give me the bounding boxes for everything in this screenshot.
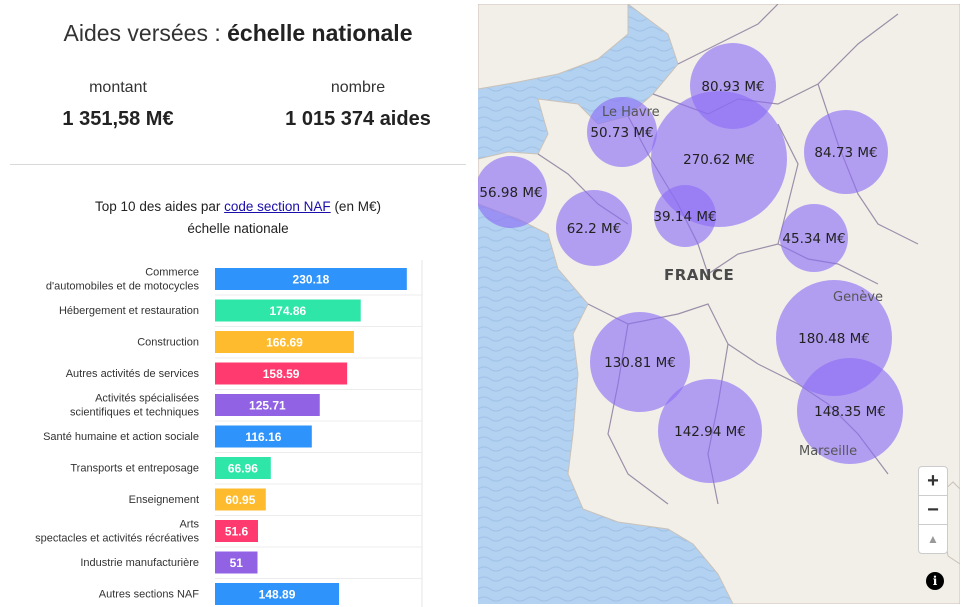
city-label-geneve: Genève — [833, 290, 883, 305]
bar[interactable] — [215, 362, 348, 385]
region-bubble[interactable] — [804, 110, 888, 194]
bar[interactable] — [215, 488, 266, 511]
zoom-control: + − ▲ — [918, 466, 948, 554]
chart-title-prefix: Top 10 des aides par — [95, 199, 225, 214]
bar-value-label: 174.86 — [270, 304, 307, 318]
zoom-out-button[interactable]: − — [927, 498, 939, 521]
category-label: Industrie manufacturière — [80, 557, 199, 569]
region-bubble-label: 62.2 M€ — [567, 221, 622, 237]
zoom-separator — [919, 524, 947, 525]
category-label: scientifiques et techniques — [70, 407, 200, 419]
naf-code-link[interactable]: code section NAF — [224, 199, 331, 214]
city-label-marseille: Marseille — [799, 444, 857, 459]
region-bubble[interactable] — [587, 97, 657, 167]
chart-title-suffix: (en M€) — [330, 199, 381, 214]
kpi-count-value: 1 015 374 aides — [285, 108, 431, 130]
chart-title: Top 10 des aides par code section NAF (e… — [40, 196, 436, 240]
kpi-count-label: nombre — [330, 79, 386, 96]
map-canvas[interactable]: 80.93 M€ 50.73 M€ 270.62 M€ 84.73 M€ 56.98 M… — [478, 4, 960, 604]
divider — [10, 164, 466, 165]
category-label: d'automobiles et de motocycles — [46, 281, 200, 293]
left-panel: Aides versées : échelle nationale montan… — [0, 0, 476, 607]
region-bubble-label: 142.94 M€ — [674, 424, 746, 440]
bar[interactable] — [215, 394, 320, 416]
bar-value-label: 60.95 — [225, 493, 255, 507]
bar-value-label: 51 — [230, 556, 244, 570]
compass-reset-button[interactable]: ▲ — [927, 532, 939, 546]
category-label: Autres sections NAF — [99, 589, 200, 601]
bar-value-label: 51.6 — [225, 525, 249, 539]
bar[interactable] — [215, 583, 340, 605]
region-bubble-label: 84.73 M€ — [814, 145, 877, 161]
category-label: Commerce — [145, 267, 199, 279]
bar[interactable] — [215, 331, 354, 353]
city-label-le-havre: Le Havre — [602, 105, 660, 120]
title-scope: échelle nationale — [227, 20, 413, 46]
kpi-amount-label: montant — [89, 79, 147, 96]
zoom-in-button[interactable]: + — [927, 469, 939, 492]
category-label: spectacles et activités récréatives — [35, 533, 199, 545]
region-bubble-label: 80.93 M€ — [701, 79, 764, 95]
region-bubble-label: 50.73 M€ — [590, 125, 653, 141]
bar[interactable] — [215, 268, 407, 290]
region-bubble-label: 39.14 M€ — [653, 209, 716, 225]
bar-value-label: 148.89 — [259, 588, 296, 602]
chart-title-scope: échelle nationale — [187, 221, 289, 236]
category-label: Construction — [137, 337, 199, 349]
bar-value-label: 166.69 — [266, 336, 303, 350]
bar-value-label: 125.71 — [249, 399, 286, 413]
bar[interactable] — [215, 457, 271, 479]
uk-land — [478, 4, 629, 90]
category-label: Arts — [179, 519, 199, 531]
region-bubble[interactable] — [654, 185, 716, 247]
region-bubble[interactable] — [797, 358, 903, 464]
category-label: Santé humaine et action sociale — [43, 431, 199, 443]
title-prefix: Aides versées : — [63, 20, 228, 46]
region-bubble[interactable] — [590, 312, 690, 412]
region-bubble-label: 270.62 M€ — [683, 152, 755, 168]
category-label: Autres activités de services — [66, 368, 200, 380]
bar[interactable] — [215, 425, 312, 448]
region-bubble-label: 45.34 M€ — [782, 231, 845, 247]
zoom-separator — [919, 495, 947, 496]
region-bubble[interactable] — [556, 190, 632, 266]
category-label: Activités spécialisées — [95, 393, 199, 405]
region-bubble[interactable] — [658, 379, 762, 483]
bar-value-label: 158.59 — [263, 367, 300, 381]
category-label: Transports et entreposage — [70, 463, 199, 475]
category-label: Hébergement et restauration — [59, 305, 199, 317]
kpi-amount-value: 1 351,58 M€ — [62, 108, 174, 130]
bar[interactable] — [215, 299, 361, 322]
region-bubbles[interactable]: 80.93 M€ 50.73 M€ 270.62 M€ 84.73 M€ 56.98 M… — [478, 43, 903, 483]
region-bubble[interactable] — [478, 156, 547, 228]
region-bubble-label: 180.48 M€ — [798, 331, 870, 347]
bar[interactable] — [215, 520, 258, 542]
category-label: Enseignement — [129, 494, 199, 506]
naf-bar-chart: 230.18 Commerce d'automobiles et de motocy… — [35, 260, 423, 607]
bar-value-label: 66.96 — [228, 462, 258, 476]
map-panel[interactable]: 80.93 M€ 50.73 M€ 270.62 M€ 84.73 M€ 56.98 M… — [478, 4, 960, 604]
country-label-france: FRANCE — [664, 266, 734, 284]
bar[interactable] — [215, 551, 258, 574]
bar-value-label: 116.16 — [245, 430, 281, 444]
region-bubble-label: 56.98 M€ — [479, 185, 542, 201]
region-bubble-label: 148.35 M€ — [814, 404, 886, 420]
region-bubble[interactable] — [780, 204, 848, 272]
bar-value-label: 230.18 — [293, 273, 330, 287]
region-bubble-label: 130.81 M€ — [604, 355, 676, 371]
info-icon[interactable]: i — [926, 572, 944, 590]
page-title: Aides versées : échelle nationale — [0, 20, 476, 47]
